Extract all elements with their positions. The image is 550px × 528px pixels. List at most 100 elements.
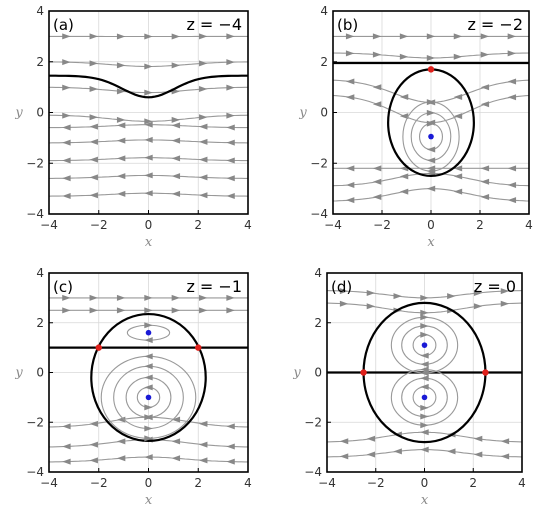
y-tick-label: −2 <box>304 415 322 429</box>
flow-arrow <box>345 94 355 101</box>
flow-arrow <box>339 438 349 445</box>
flow-arrow <box>199 60 208 67</box>
flow-arrow <box>144 353 153 360</box>
flow-arrow <box>399 33 409 40</box>
flow-arrow <box>116 438 126 445</box>
flow-arrow <box>339 300 349 307</box>
flow-arrow <box>89 457 98 464</box>
flow-arrow <box>420 366 429 373</box>
x-tick-label: 2 <box>469 476 477 490</box>
flow-arrow <box>420 361 429 368</box>
y-axis-label: y <box>14 366 23 381</box>
panel-b: −4−4 −2 −2 0 0 2 2 4 4 x y (b) z = −2 <box>298 4 533 250</box>
flow-arrow <box>171 294 181 301</box>
flow-arrow <box>62 124 71 131</box>
y-tick-label: 2 <box>36 316 44 330</box>
flow-arrow <box>89 123 98 130</box>
flow-arrow <box>171 155 181 162</box>
flow-arrow <box>420 322 429 329</box>
flow-arrow <box>345 33 355 40</box>
x-tick-label: 4 <box>244 476 252 490</box>
flow-arrow <box>171 455 181 462</box>
flow-arrow <box>420 352 429 359</box>
flow-arrow <box>62 458 71 465</box>
y-tick-label: 4 <box>36 4 44 18</box>
flow-arrow <box>144 172 153 179</box>
flow-arrow <box>453 188 463 195</box>
flow-arrow <box>507 78 517 85</box>
x-axis-label: x <box>145 493 153 508</box>
flow-arrow <box>171 122 181 129</box>
y-tick-label: −2 <box>26 415 44 429</box>
panel-d: −4−4 −2 −2 0 0 2 2 4 4 x y (d) z = 0 <box>292 266 526 508</box>
panel-label: (b) <box>337 16 358 34</box>
flow-arrow <box>171 173 181 180</box>
flow-arrow <box>345 50 355 57</box>
y-tick-label: −2 <box>310 156 328 170</box>
saddle-point <box>360 369 367 376</box>
flow-arrow <box>226 423 235 430</box>
flow-arrow <box>473 451 483 458</box>
flow-arrow <box>500 453 510 460</box>
center-point <box>145 329 152 336</box>
y-tick-label: 2 <box>36 55 44 69</box>
flow-arrow <box>62 112 71 119</box>
y-tick-label: 2 <box>320 55 328 69</box>
flow-arrow <box>144 404 153 411</box>
center-point <box>421 342 428 348</box>
flow-arrow <box>226 294 235 301</box>
flow-arrow <box>420 331 429 338</box>
flow-arrow <box>144 294 153 301</box>
x-tick-label: −2 <box>367 476 385 490</box>
center-point <box>421 394 428 401</box>
flow-arrow <box>144 63 153 70</box>
flow-arrow <box>473 303 483 310</box>
flow-arrow <box>420 413 429 420</box>
flow-arrow <box>89 294 98 301</box>
x-tick-label: −4 <box>324 218 342 232</box>
flow-arrow <box>399 53 409 60</box>
flow-arrow <box>507 181 517 188</box>
flow-arrow <box>199 420 208 427</box>
flow-arrow <box>226 124 235 131</box>
flow-arrow <box>420 383 429 390</box>
flow-arrow <box>116 173 126 180</box>
plot-area <box>49 33 248 199</box>
flow-arrow <box>116 88 126 95</box>
flow-arrow <box>89 174 98 181</box>
flow-arrow <box>226 59 235 66</box>
flow-arrow <box>199 33 208 40</box>
flow-arrow <box>171 416 181 423</box>
plot-area <box>327 288 522 460</box>
flow-arrow <box>473 435 483 442</box>
saddle-point <box>427 66 435 73</box>
flow-arrow <box>399 173 409 180</box>
flow-arrow <box>62 59 71 66</box>
flow-arrow <box>116 294 126 301</box>
z-value-label: z = −1 <box>186 277 242 296</box>
flow-arrow <box>420 446 429 453</box>
panel-label: (c) <box>53 278 73 296</box>
y-tick-label: 0 <box>36 366 44 380</box>
flow-arrow <box>144 154 153 161</box>
center-point <box>428 133 434 140</box>
flow-arrow <box>144 363 153 370</box>
flow-arrow <box>62 443 71 450</box>
flow-arrow <box>426 33 436 40</box>
flow-arrow <box>420 404 429 411</box>
flow-arrow <box>144 425 153 432</box>
flow-arrow <box>62 84 71 91</box>
flow-arrow <box>116 455 126 462</box>
flow-arrow <box>372 178 382 185</box>
flow-arrow <box>345 197 355 204</box>
flow-arrow <box>480 33 490 40</box>
flow-arrow <box>345 78 355 85</box>
saddle-point <box>195 344 202 351</box>
plot-area <box>49 294 248 465</box>
flow-arrow <box>199 114 208 121</box>
flow-arrow <box>199 294 208 301</box>
flow-arrow <box>426 99 436 106</box>
flow-arrow <box>507 165 517 172</box>
flow-arrow <box>199 441 208 448</box>
